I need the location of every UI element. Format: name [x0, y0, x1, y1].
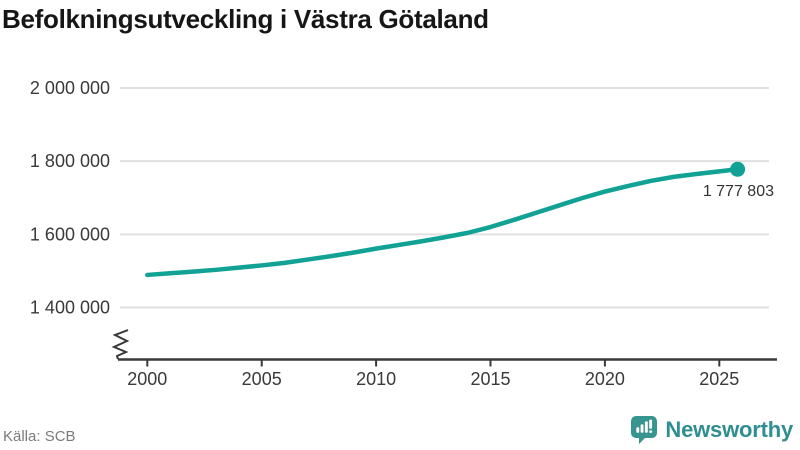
x-axis-tick-label: 2025 [699, 369, 739, 389]
latest-point-marker [730, 161, 746, 177]
x-axis-tick-label: 2010 [356, 369, 396, 389]
newsworthy-logo-icon [631, 416, 658, 444]
x-axis-tick-label: 2020 [585, 369, 625, 389]
newsworthy-logo: Newsworthy [630, 415, 793, 444]
y-axis-tick-label: 1 400 000 [30, 298, 110, 318]
y-axis-tick-label: 1 800 000 [30, 151, 110, 171]
x-axis-tick-label: 2000 [127, 369, 167, 389]
x-axis-tick-label: 2005 [242, 369, 282, 389]
chart-title: Befolkningsutveckling i Västra Götaland [2, 4, 489, 34]
y-axis-tick-label: 1 600 000 [30, 224, 110, 244]
latest-value-label: 1 777 803 [703, 183, 774, 200]
axis-break-zigzag-icon [111, 329, 130, 360]
population-line [145, 167, 740, 278]
y-axis-tick-label: 2 000 000 [30, 78, 110, 98]
newsworthy-wordmark: Newsworthy [665, 416, 793, 442]
source-label: Källa: SCB [3, 428, 76, 445]
x-axis-tick-label: 2015 [470, 369, 510, 389]
